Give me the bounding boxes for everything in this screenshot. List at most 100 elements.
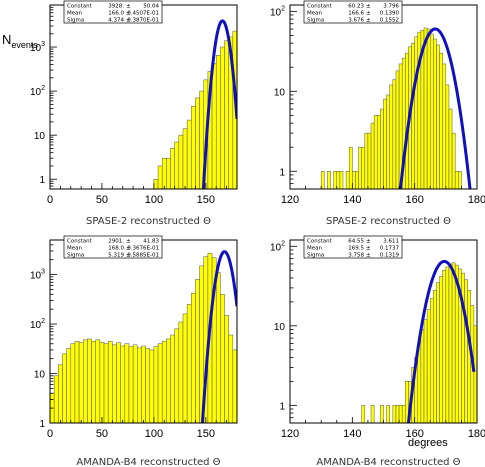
histogram-bar bbox=[333, 171, 337, 189]
x-tick-label: 180 bbox=[468, 194, 485, 206]
histogram-bar bbox=[70, 343, 76, 423]
histogram-bar bbox=[178, 134, 184, 189]
y-tick-label: 102 bbox=[30, 318, 45, 331]
histogram-bar bbox=[211, 63, 217, 189]
histogram-bar bbox=[377, 115, 381, 189]
histogram-bar bbox=[395, 70, 400, 189]
histogram-bar bbox=[78, 342, 84, 423]
gaussian-fit-curve bbox=[398, 27, 472, 189]
stat-value: 3.758 bbox=[348, 253, 364, 259]
histogram-bar bbox=[166, 338, 171, 423]
y-tick-label: 1 bbox=[279, 167, 285, 178]
histogram-bar bbox=[426, 28, 431, 189]
stat-plusminus: ± bbox=[126, 253, 131, 259]
gaussian-fit-curve bbox=[200, 250, 237, 423]
histogram-bar bbox=[124, 343, 130, 423]
histogram-bar bbox=[423, 319, 428, 423]
y-tick-base: 10 bbox=[30, 87, 42, 98]
stat-name: Sigma bbox=[307, 18, 324, 24]
histogram-bar bbox=[370, 405, 375, 423]
y-tick-exponent: 3 bbox=[41, 269, 45, 276]
histogram-bar bbox=[195, 279, 200, 423]
histogram-bar bbox=[166, 157, 171, 189]
histogram-bar bbox=[141, 345, 146, 423]
x-tick-label: 180 bbox=[468, 428, 485, 440]
histogram-bar bbox=[224, 40, 229, 189]
panel-body bbox=[320, 27, 472, 189]
histogram-bar bbox=[386, 94, 390, 189]
histogram-bar bbox=[174, 141, 180, 189]
histogram-bar bbox=[149, 349, 155, 423]
y-tick-base: 10 bbox=[30, 320, 42, 331]
histogram-bar bbox=[254, 60, 258, 189]
x-tick-label: 140 bbox=[343, 194, 361, 206]
histogram-bar bbox=[439, 52, 443, 189]
histogram-bar bbox=[224, 315, 229, 423]
histogram-bar bbox=[137, 347, 142, 423]
stat-name: Constant bbox=[307, 4, 333, 10]
x-unit-label: degrees bbox=[408, 437, 448, 449]
histogram-bar bbox=[327, 171, 331, 189]
gaussian-fit-curve bbox=[201, 19, 237, 189]
histogram-bar bbox=[392, 79, 397, 189]
histogram-bar bbox=[161, 340, 167, 423]
histogram-bar bbox=[170, 148, 175, 189]
stat-error: 0.3676E-01 bbox=[127, 246, 159, 252]
histogram-bar bbox=[423, 27, 428, 189]
histogram-bar bbox=[392, 405, 397, 423]
histogram-bar bbox=[445, 84, 450, 189]
stat-error: 41.83 bbox=[143, 239, 159, 245]
fit-stats-box bbox=[63, 0, 163, 24]
x-axis-label: SPASE-2 reconstructed Θ bbox=[86, 216, 211, 227]
histogram-bar bbox=[182, 313, 188, 423]
histogram-bar bbox=[383, 98, 387, 189]
histogram-bar bbox=[373, 115, 378, 189]
stat-plusminus: ± bbox=[126, 239, 131, 245]
histogram-bar bbox=[380, 108, 384, 189]
y-tick-base: 10 bbox=[30, 271, 42, 282]
stat-error: 0.1390 bbox=[380, 11, 400, 17]
histogram-bar bbox=[120, 345, 126, 423]
stat-value: 4.374 bbox=[108, 18, 124, 24]
histogram-bar bbox=[174, 328, 180, 423]
histogram-bar bbox=[442, 63, 447, 189]
histogram-bar bbox=[170, 334, 175, 423]
histogram-bar bbox=[107, 340, 113, 423]
histogram-bar bbox=[103, 343, 109, 423]
histogram-bar bbox=[249, 36, 253, 189]
fit-stats-box bbox=[63, 235, 163, 259]
stat-name: Mean bbox=[67, 11, 82, 17]
stat-error: 0.5885E-01 bbox=[127, 253, 159, 259]
histogram-bar bbox=[220, 46, 225, 189]
histogram-bar bbox=[458, 171, 462, 189]
histogram-bar bbox=[87, 338, 92, 423]
histogram-bar bbox=[401, 405, 406, 423]
stat-value: 2901. bbox=[108, 239, 124, 245]
histogram-bar bbox=[370, 122, 375, 189]
stat-name: Mean bbox=[307, 246, 322, 252]
stat-value: 168.0 bbox=[108, 246, 124, 252]
stat-plusminus: ± bbox=[126, 18, 131, 24]
stat-plusminus: ± bbox=[366, 4, 371, 10]
stat-value: 60.23 bbox=[348, 4, 364, 10]
x-tick-label: 100 bbox=[145, 428, 163, 440]
histogram-bar bbox=[241, 21, 245, 189]
x-tick-label: 0 bbox=[47, 194, 53, 206]
histogram-bar bbox=[448, 108, 453, 189]
histogram-bar bbox=[191, 292, 196, 423]
histogram-bar bbox=[380, 405, 384, 423]
histogram-bar bbox=[420, 329, 425, 423]
histogram-bar bbox=[439, 276, 443, 423]
fit-stats-box bbox=[303, 0, 403, 24]
y-tick-base: 10 bbox=[274, 322, 286, 333]
histogram-bar bbox=[414, 36, 419, 189]
x-tick-label: 150 bbox=[197, 428, 215, 440]
stat-name: Constant bbox=[67, 239, 93, 245]
histogram-bar bbox=[157, 165, 163, 189]
histogram-bar bbox=[358, 146, 362, 189]
histogram-bar bbox=[232, 349, 237, 423]
histogram-bar bbox=[178, 321, 184, 423]
histogram-bar bbox=[236, 25, 237, 189]
histogram-bar bbox=[128, 346, 134, 423]
